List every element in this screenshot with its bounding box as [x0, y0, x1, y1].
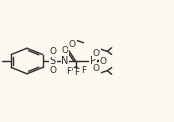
Text: O: O	[49, 66, 56, 75]
Text: O: O	[62, 46, 69, 55]
Text: H: H	[62, 53, 68, 62]
Text: F: F	[66, 67, 71, 76]
Text: F: F	[81, 66, 86, 75]
Text: O: O	[69, 40, 76, 49]
Text: O: O	[93, 49, 100, 58]
Text: F: F	[74, 68, 79, 77]
Text: N: N	[61, 56, 69, 66]
Text: P: P	[90, 56, 96, 66]
Text: O: O	[49, 47, 56, 56]
Text: O: O	[100, 56, 107, 66]
Text: O: O	[93, 64, 100, 73]
Text: S: S	[50, 56, 56, 66]
